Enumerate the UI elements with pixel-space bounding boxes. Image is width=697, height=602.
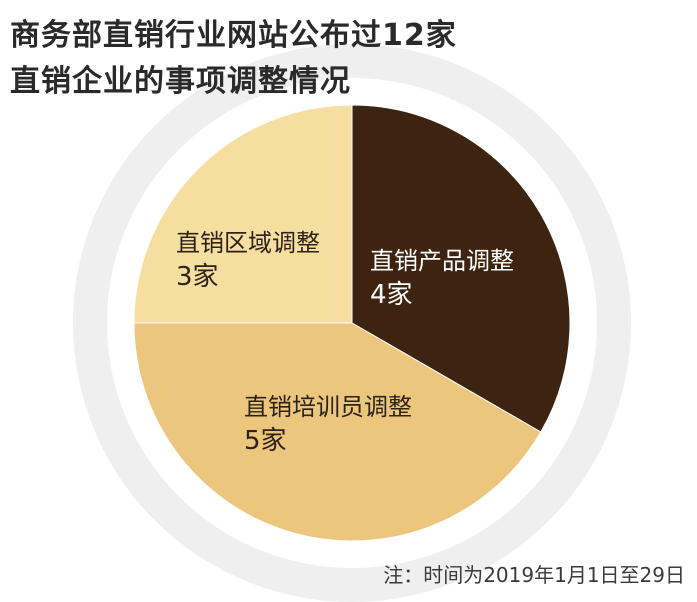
slice-label-region: 直销区域调整 3家 bbox=[176, 226, 320, 294]
pie-slice-trainer bbox=[133, 322, 542, 542]
background-ring-decoration bbox=[73, 44, 631, 602]
slice-name-trainer: 直销培训员调整 bbox=[244, 393, 412, 421]
slice-count-product: 4家 bbox=[370, 280, 413, 310]
chart-title-line-2: 直销企业的事项调整情况 bbox=[10, 64, 351, 99]
pie-slice-region bbox=[133, 104, 353, 324]
slice-label-trainer: 直销培训员调整 5家 bbox=[244, 390, 412, 458]
slice-count-region: 3家 bbox=[176, 262, 219, 292]
slice-count-trainer: 5家 bbox=[244, 426, 287, 456]
footnote: 注：时间为2019年1月1日至29日 bbox=[383, 563, 685, 587]
pie-slice-product bbox=[351, 104, 571, 433]
slice-label-product: 直销产品调整 4家 bbox=[370, 244, 514, 312]
slice-name-region: 直销区域调整 bbox=[176, 229, 320, 257]
pie-slices bbox=[133, 104, 571, 542]
slice-name-product: 直销产品调整 bbox=[370, 247, 514, 275]
background-ring bbox=[73, 44, 631, 602]
chart-title-line-1: 商务部直销行业网站公布过12家 bbox=[10, 18, 457, 53]
